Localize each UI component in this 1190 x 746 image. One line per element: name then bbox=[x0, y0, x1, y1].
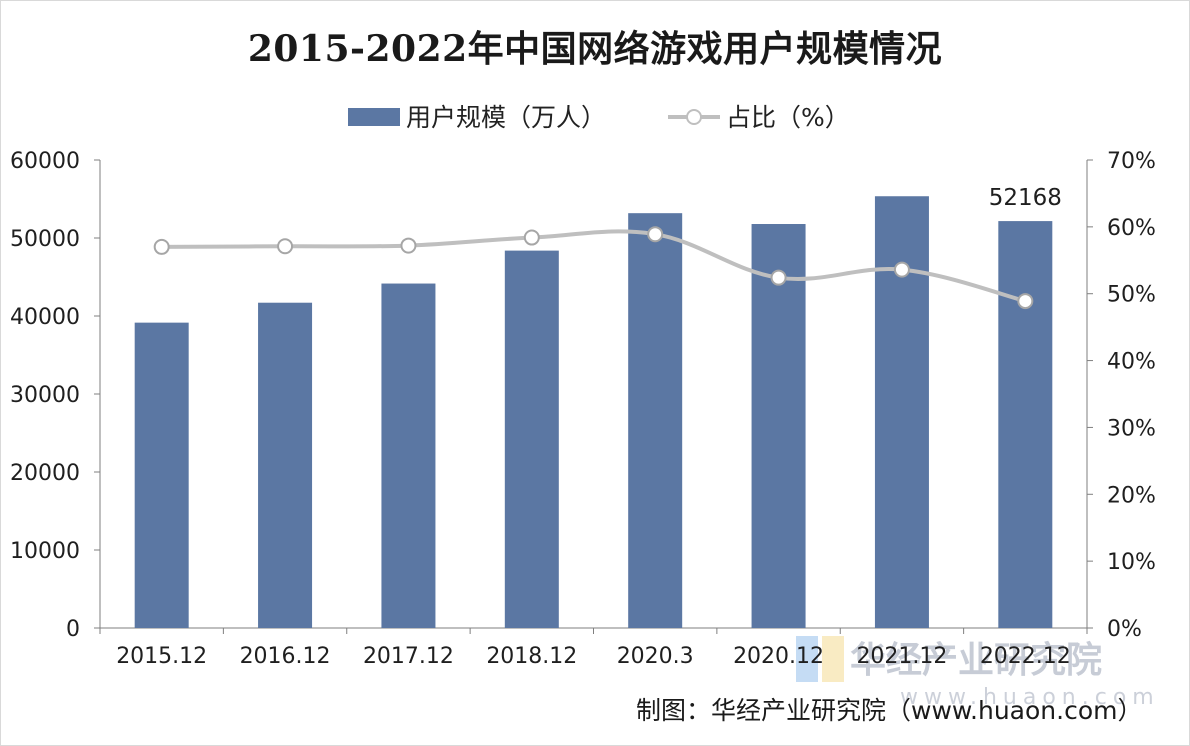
left-tick-label: 40000 bbox=[10, 305, 80, 330]
line-point bbox=[523, 229, 540, 246]
left-tick-label: 20000 bbox=[10, 461, 80, 486]
right-tick-label: 20% bbox=[1107, 483, 1156, 508]
bar bbox=[998, 221, 1053, 628]
x-tick-label: 2020.12 bbox=[733, 644, 824, 669]
watermark-text: 华经产业研究院 bbox=[850, 640, 1102, 681]
watermark-url: www.huaon.com bbox=[900, 685, 1160, 710]
bar bbox=[874, 196, 929, 628]
right-tick-label: 40% bbox=[1107, 350, 1156, 375]
x-tick-label: 2016.12 bbox=[240, 644, 331, 669]
left-tick-label: 60000 bbox=[10, 149, 80, 174]
line-path bbox=[161, 229, 1026, 304]
right-tick-label: 60% bbox=[1107, 216, 1156, 241]
line-point bbox=[770, 269, 787, 286]
right-tick-label: 50% bbox=[1107, 283, 1156, 308]
right-tick-label: 30% bbox=[1107, 416, 1156, 441]
watermark-logo-bar-blue bbox=[796, 636, 818, 682]
x-tick-label: 2017.12 bbox=[363, 644, 454, 669]
right-axis-ticks: 0% 10% 20% 30% 40% 50% 60% 70% bbox=[1087, 149, 1156, 642]
right-tick-label: 70% bbox=[1107, 149, 1156, 174]
x-tick-label: 2020.3 bbox=[617, 644, 694, 669]
data-label: 52168 bbox=[989, 185, 1062, 211]
bar bbox=[628, 213, 683, 628]
left-tick-label: 50000 bbox=[10, 227, 80, 252]
left-axis-ticks: 0 10000 20000 30000 40000 50000 60000 bbox=[10, 149, 100, 642]
bar bbox=[258, 302, 313, 628]
watermark: 华经产业研究院 www.huaon.com bbox=[796, 636, 1160, 710]
legend-bar-label: 用户规模（万人） bbox=[406, 103, 606, 132]
bar bbox=[134, 322, 189, 628]
line-point bbox=[647, 226, 664, 243]
right-tick-label: 10% bbox=[1107, 550, 1156, 575]
chart-title: 2015-2022年中国网络游戏用户规模情况 bbox=[247, 28, 943, 70]
bar bbox=[751, 224, 806, 629]
x-tick-label: 2015.12 bbox=[116, 644, 207, 669]
legend-bar-swatch bbox=[348, 108, 400, 126]
bar bbox=[504, 250, 559, 628]
line-point bbox=[277, 238, 294, 255]
line-point bbox=[400, 237, 417, 254]
x-tick-label: 2018.12 bbox=[486, 644, 577, 669]
legend-line-label: 占比（%） bbox=[726, 103, 850, 132]
line-point bbox=[1017, 293, 1034, 310]
legend: 用户规模（万人） 占比（%） bbox=[348, 103, 850, 132]
data-annotations: 52168 bbox=[989, 185, 1062, 211]
legend-line-marker bbox=[686, 109, 702, 125]
x-tick-label: 2022.12 bbox=[980, 644, 1071, 669]
left-tick-label: 0 bbox=[66, 617, 80, 642]
left-tick-label: 10000 bbox=[10, 539, 80, 564]
bar bbox=[381, 283, 436, 628]
source-note: 制图：华经产业研究院（www.huaon.com） bbox=[636, 696, 1142, 725]
x-tick-label: 2021.12 bbox=[856, 644, 947, 669]
watermark-logo-bar-yellow bbox=[822, 636, 844, 682]
left-tick-label: 30000 bbox=[10, 383, 80, 408]
line-point bbox=[153, 238, 170, 255]
line-point bbox=[893, 261, 910, 278]
right-tick-label: 0% bbox=[1107, 617, 1142, 642]
line-series bbox=[153, 226, 1034, 310]
x-axis-ticks: 2015.12 2016.12 2017.12 2018.12 2020.3 2020.1… bbox=[99, 628, 1088, 669]
bar-series bbox=[134, 196, 1053, 629]
